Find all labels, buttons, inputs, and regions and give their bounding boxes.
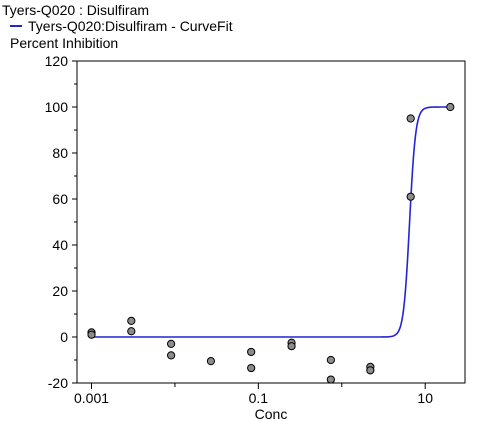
data-point <box>366 366 375 375</box>
legend-swatch <box>10 25 22 28</box>
legend-entry: Tyers-Q020:Disulfiram - CurveFit <box>28 18 233 34</box>
data-point <box>406 192 415 201</box>
data-point <box>127 327 136 336</box>
legend: Tyers-Q020:Disulfiram - CurveFit <box>10 18 233 34</box>
x-tick-label: 0.1 <box>249 390 269 406</box>
data-point <box>406 114 415 123</box>
x-tick-label: 10 <box>417 390 433 406</box>
data-points <box>87 102 455 384</box>
data-point <box>287 342 296 351</box>
data-point <box>247 363 256 373</box>
y-axis: -20 0 20 40 60 80 100 120 <box>45 53 77 391</box>
data-point <box>206 357 216 366</box>
data-point <box>167 351 176 360</box>
x-axis: 0.001 0.1 10 <box>74 383 433 406</box>
y-tick-label: 40 <box>52 237 68 253</box>
y-tick-label: 0 <box>60 329 68 345</box>
y-tick-label: 120 <box>45 53 69 69</box>
y-tick-label: 100 <box>45 99 69 115</box>
curve-fit-line <box>91 106 451 338</box>
data-point <box>446 102 455 112</box>
data-point <box>167 339 176 348</box>
y-tick-label: -20 <box>48 375 68 391</box>
y-axis-title: Percent Inhibition <box>10 35 119 51</box>
data-point <box>326 355 335 365</box>
data-point <box>87 330 96 339</box>
y-tick-label: 20 <box>52 283 68 299</box>
plot-frame <box>76 60 466 384</box>
y-tick-label: 60 <box>52 191 68 207</box>
data-point <box>326 375 335 384</box>
chart-title: Tyers-Q020 : Disulfiram <box>2 2 150 18</box>
y-tick-label: 80 <box>52 145 68 161</box>
data-point <box>127 316 136 325</box>
data-point <box>247 347 256 357</box>
x-tick-label: 0.001 <box>74 390 109 406</box>
x-axis-title: Conc <box>255 406 288 421</box>
